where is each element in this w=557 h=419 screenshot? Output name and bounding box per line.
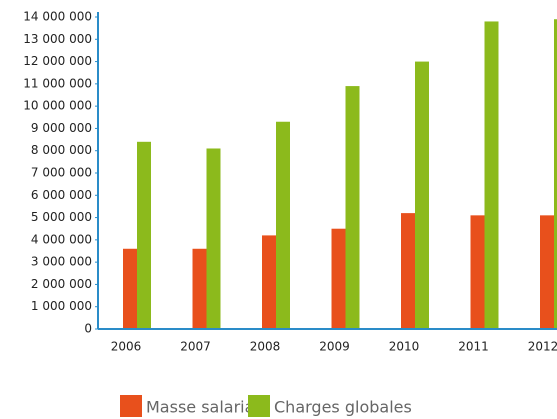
y-tick-label: 0 (84, 322, 92, 336)
y-tick-label: 8 000 000 (31, 143, 92, 157)
bar (192, 248, 207, 329)
legend-swatch (248, 395, 270, 417)
bar (540, 215, 554, 329)
legend-label: Charges globales (274, 398, 412, 417)
y-tick-label: 10 000 000 (23, 99, 92, 113)
x-tick-label: 2007 (180, 340, 211, 354)
bar (276, 121, 290, 329)
y-tick-label: 14 000 000 (23, 10, 92, 24)
bar (415, 61, 429, 329)
bar (123, 248, 137, 329)
bar (554, 19, 557, 329)
y-tick-label: 12 000 000 (23, 54, 92, 68)
x-tick-label: 2008 (250, 340, 281, 354)
x-tick-label: 2011 (458, 340, 489, 354)
y-tick-label: 6 000 000 (31, 188, 92, 202)
legend-swatch (120, 395, 142, 417)
bar (345, 86, 360, 329)
bar (331, 228, 346, 329)
x-tick-label: 2006 (111, 340, 142, 354)
x-tick-label: 2009 (319, 340, 350, 354)
y-tick-label: 1 000 000 (31, 299, 92, 313)
y-tick-label: 2 000 000 (31, 277, 92, 291)
y-tick-label: 4 000 000 (31, 232, 92, 246)
bar (401, 213, 415, 329)
x-tick-label: 2010 (389, 340, 420, 354)
y-tick-label: 7 000 000 (31, 166, 92, 180)
legend-label: Masse salariale (146, 398, 269, 417)
y-tick-label: 13 000 000 (23, 32, 92, 46)
y-tick-label: 3 000 000 (31, 255, 92, 269)
bar (137, 141, 151, 329)
y-tick-label: 5 000 000 (31, 210, 92, 224)
bar (484, 21, 499, 329)
bar (470, 215, 485, 329)
x-tick-label: 2012 (528, 340, 557, 354)
bar (262, 235, 276, 329)
y-tick-label: 11 000 000 (23, 76, 92, 90)
bar (206, 148, 221, 329)
y-tick-label: 9 000 000 (31, 121, 92, 135)
